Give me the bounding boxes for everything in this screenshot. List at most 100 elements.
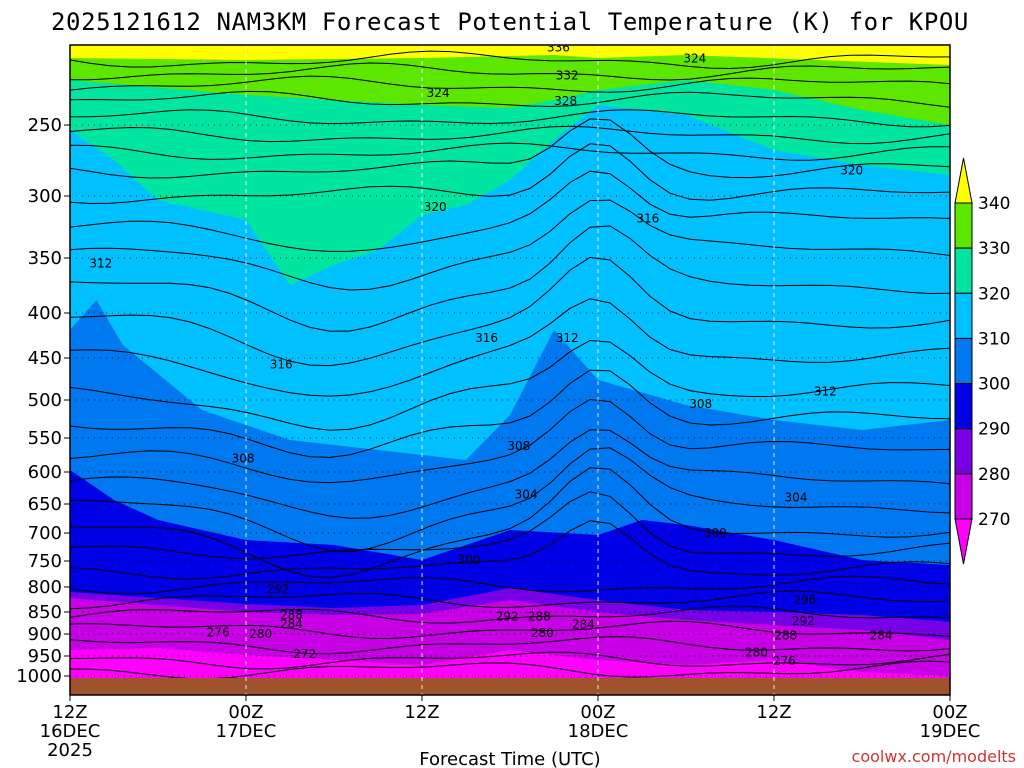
colorbar-label: 290: [978, 420, 1010, 440]
colorbar-label: 280: [978, 465, 1010, 485]
isentrope-line: [70, 62, 950, 81]
isentrope-line: [70, 125, 950, 145]
y-tick-label: 550: [28, 428, 62, 449]
contour-label: 320: [424, 200, 447, 214]
contour-label: 336: [547, 41, 570, 55]
contour-label: 316: [270, 358, 293, 372]
colorbar-legend: 340 330 320 310 300 290 280 270: [954, 157, 1010, 565]
isentrope-line: [70, 575, 950, 595]
x-tick-date: 18DEC: [568, 721, 629, 742]
below-ground-terrain: [70, 678, 950, 695]
isentrope-line: [70, 118, 950, 179]
isentrope-line: [70, 398, 950, 484]
x-tick-date: 19DEC: [920, 721, 981, 742]
contour-label: 280: [249, 627, 272, 641]
contour-label: 332: [556, 69, 579, 83]
y-tick-label: 950: [28, 646, 62, 667]
y-tick-label: 300: [28, 186, 62, 207]
isentrope-line: [70, 447, 950, 553]
contour-label: 316: [475, 331, 498, 345]
contour-label: 292: [267, 582, 290, 596]
isentrope-line: [70, 109, 950, 128]
y-axis: 2503003504004505005506006507007508008509…: [16, 115, 70, 687]
plot-frame: [69, 44, 951, 696]
y-tick-label: 350: [28, 248, 62, 269]
colorbar-segment: [954, 202, 973, 249]
colorbar-segment: [954, 518, 973, 565]
x-tick-time: 00Z: [580, 702, 615, 723]
colorbar-segment: [954, 247, 973, 294]
x-tick-time: 12Z: [756, 702, 791, 723]
contour-label: 312: [89, 257, 112, 271]
contour-label: 288: [528, 609, 551, 623]
contour-label: 308: [507, 439, 530, 453]
y-tick-label: 400: [28, 303, 62, 324]
isentrope-line: [70, 142, 950, 161]
isentrope-line: [70, 429, 950, 519]
isentrope-line: [70, 605, 950, 624]
colorbar-segment: [954, 292, 973, 339]
x-axis-label: Forecast Time (UTC): [419, 749, 600, 768]
contour-label: 320: [840, 163, 863, 177]
colorbar-label: 330: [978, 239, 1010, 259]
colorbar-label: 300: [978, 375, 1010, 395]
contour-label: 308: [689, 397, 712, 411]
contour-label: 284: [870, 628, 893, 642]
chart-title: 2025121612 NAM3KM Forecast Potential Tem…: [51, 8, 969, 36]
contour-label: 280: [745, 645, 768, 659]
colorbar-segment: [954, 337, 973, 385]
colorbar-label: 320: [978, 284, 1010, 304]
colorbar-label: 270: [978, 510, 1010, 530]
contour-labels: 336 324 332 328 324 320 320 316 312 316 312 316 312 3…: [89, 41, 893, 668]
contour-label: 284: [280, 617, 303, 631]
colorbar-label: 340: [978, 194, 1010, 214]
contour-label: 296: [793, 593, 816, 607]
y-tick-label: 600: [28, 462, 62, 483]
isentrope-line: [70, 170, 950, 252]
x-tick-time: 12Z: [404, 702, 439, 723]
contour-label: 292: [792, 614, 815, 628]
y-tick-label: 450: [28, 348, 62, 369]
contour-label: 284: [572, 617, 595, 631]
isentrope-line: [70, 636, 950, 655]
isentrope-line: [70, 339, 950, 431]
contour-label: 272: [293, 647, 316, 661]
contour-label: 280: [531, 626, 554, 640]
y-tick-label: 850: [28, 602, 62, 623]
x-tick-date: 17DEC: [216, 721, 277, 742]
y-tick-label: 250: [28, 115, 62, 136]
contour-label: 304: [785, 491, 808, 505]
contour-label: 300: [457, 553, 480, 567]
x-tick-date: 16DEC: [40, 721, 101, 742]
contour-label: 316: [636, 211, 659, 225]
isentrope-line: [70, 590, 950, 610]
isentrope-line: [70, 75, 950, 93]
contour-label: 308: [232, 451, 255, 465]
isentrope-line: [70, 90, 950, 108]
y-tick-label: 1000: [16, 666, 62, 687]
isentrope-line: [70, 256, 950, 367]
y-tick-label: 500: [28, 390, 62, 411]
y-tick-label: 900: [28, 624, 62, 645]
contour-label: 312: [556, 331, 579, 345]
isentrope-line: [70, 225, 950, 332]
x-tick-year: 2025: [47, 740, 93, 761]
y-tick-label: 750: [28, 551, 62, 572]
contour-label: 304: [515, 487, 538, 501]
isentrope-line: [70, 467, 950, 579]
isentrope-lines: [70, 50, 950, 680]
contour-label: 288: [280, 608, 303, 622]
isentrope-line: [70, 620, 950, 640]
isentrope-line: [70, 143, 950, 205]
y-tick-label: 700: [28, 523, 62, 544]
credit-text: coolwx.com/modelts: [852, 747, 1016, 766]
isentrope-line: [70, 520, 950, 580]
contour-plot-area: 336 324 332 328 324 320 320 316 312 316 312 316 312 3…: [70, 41, 950, 695]
contour-label: 324: [427, 86, 450, 100]
isentrope-line: [70, 491, 950, 560]
contour-label: 328: [554, 94, 577, 108]
isentrope-line: [70, 651, 950, 670]
contour-label: 276: [773, 654, 796, 668]
contour-label: 324: [683, 51, 706, 65]
